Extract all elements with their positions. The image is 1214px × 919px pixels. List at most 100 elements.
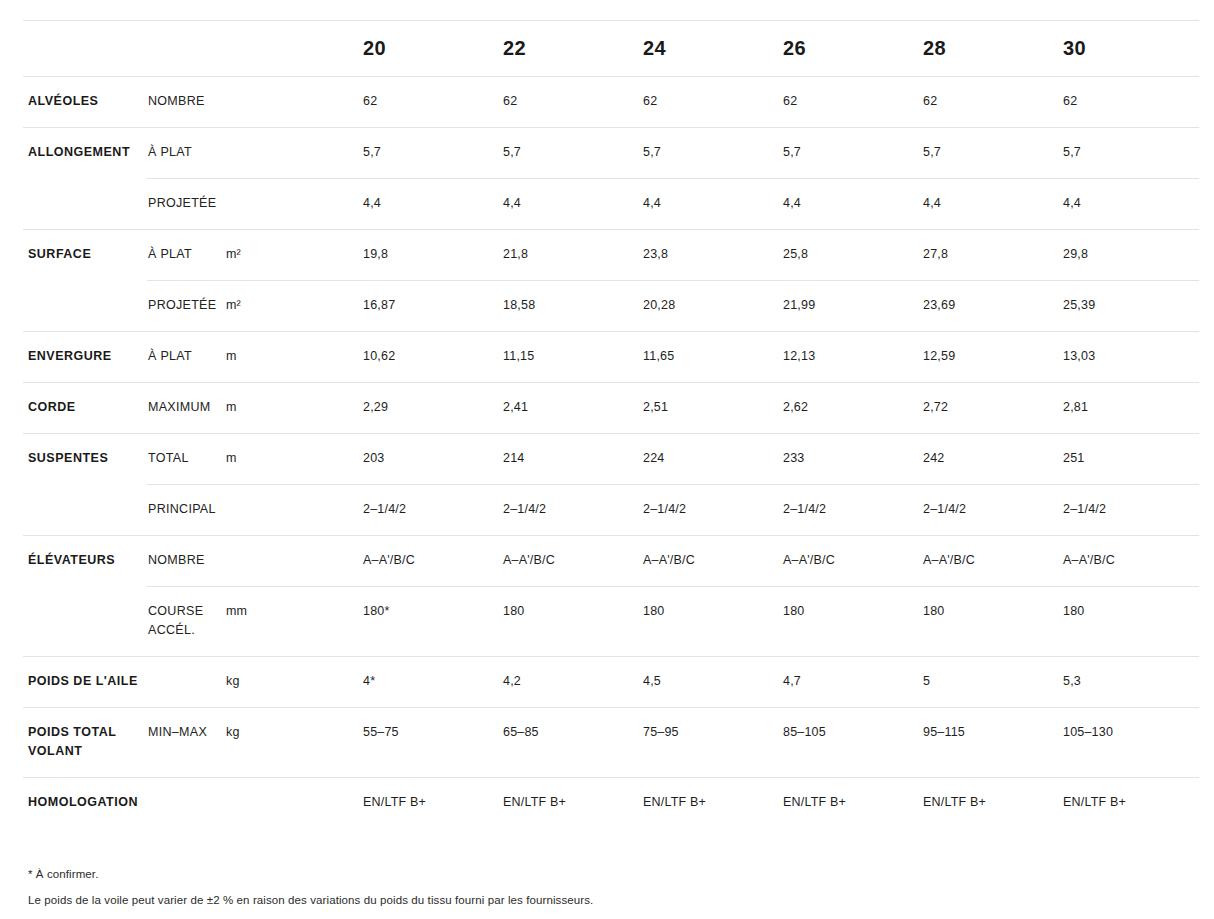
spec-sub-label: À PLAT <box>148 143 226 162</box>
spec-value: 180 <box>783 602 923 621</box>
spec-group-label: SURFACE <box>28 245 148 264</box>
spec-value: 2–1/4/2 <box>503 500 643 519</box>
spec-value: 11,15 <box>503 347 643 366</box>
spec-value: 21,99 <box>783 296 923 315</box>
spec-value: 5,7 <box>923 143 1063 162</box>
spec-value: 4,4 <box>923 194 1063 213</box>
spec-value: A–A'/B/C <box>1063 551 1198 570</box>
spec-unit: kg <box>226 672 363 691</box>
table-row: SUSPENTES TOTAL m 203 214 224 233 242 25… <box>23 433 1199 484</box>
spec-value: EN/LTF B+ <box>503 793 643 812</box>
footnote-asterisk: * À confirmer. <box>28 867 1199 881</box>
spec-value: EN/LTF B+ <box>923 793 1063 812</box>
spec-sub-label: À PLAT <box>148 347 226 366</box>
spec-value: 2,29 <box>363 398 503 417</box>
spec-value: 23,69 <box>923 296 1063 315</box>
table-row: COURSE ACCÉL. mm 180* 180 180 180 180 18… <box>23 586 1199 656</box>
spec-value: 4,5 <box>643 672 783 691</box>
spec-value: 62 <box>363 92 503 111</box>
spec-unit: m <box>226 398 363 417</box>
spec-value: 4,4 <box>503 194 643 213</box>
spec-unit: m <box>226 449 363 468</box>
spec-value: 85–105 <box>783 723 923 742</box>
table-row: ALLONGEMENT À PLAT 5,7 5,7 5,7 5,7 5,7 5… <box>23 127 1199 178</box>
spec-value: 180 <box>923 602 1063 621</box>
table-row: SURFACE À PLAT m² 19,8 21,8 23,8 25,8 27… <box>23 229 1199 280</box>
spec-value: 105–130 <box>1063 723 1198 742</box>
size-header: 22 <box>503 34 643 62</box>
size-header-row: 20 22 24 26 28 30 <box>23 20 1199 76</box>
spec-value: 2,51 <box>643 398 783 417</box>
spec-value: 2–1/4/2 <box>643 500 783 519</box>
spec-value: 19,8 <box>363 245 503 264</box>
spec-value: 180 <box>503 602 643 621</box>
spec-value: A–A'/B/C <box>643 551 783 570</box>
spec-value: 2,41 <box>503 398 643 417</box>
spec-value: 62 <box>643 92 783 111</box>
spec-value: 27,8 <box>923 245 1063 264</box>
spec-value: 21,8 <box>503 245 643 264</box>
spec-group-label: HOMOLOGATION <box>28 793 148 812</box>
table-row: CORDE MAXIMUM m 2,29 2,41 2,51 2,62 2,72… <box>23 382 1199 433</box>
spec-value: 2,62 <box>783 398 923 417</box>
spec-value: 20,28 <box>643 296 783 315</box>
spec-group-label: ALVÉOLES <box>28 92 148 111</box>
spec-value: 18,58 <box>503 296 643 315</box>
table-row: PROJETÉE m² 16,87 18,58 20,28 21,99 23,6… <box>23 280 1199 331</box>
spec-value: 23,8 <box>643 245 783 264</box>
spec-value: 2,81 <box>1063 398 1198 417</box>
spec-sub-label: COURSE ACCÉL. <box>148 602 226 640</box>
spec-value: 16,87 <box>363 296 503 315</box>
spec-value: 62 <box>1063 92 1198 111</box>
spec-unit: m² <box>226 245 363 264</box>
size-header: 20 <box>363 34 503 62</box>
size-header: 28 <box>923 34 1063 62</box>
spec-value: 2–1/4/2 <box>923 500 1063 519</box>
spec-value: 224 <box>643 449 783 468</box>
spec-sub-label: PROJETÉE <box>148 296 226 315</box>
spec-group-label: SUSPENTES <box>28 449 148 468</box>
spec-value: 62 <box>783 92 923 111</box>
spec-value: 5,7 <box>503 143 643 162</box>
spec-value: 4,4 <box>783 194 923 213</box>
spec-group-label: ÉLÉVATEURS <box>28 551 148 570</box>
spec-value: 242 <box>923 449 1063 468</box>
spec-value: 4* <box>363 672 503 691</box>
spec-value: 2–1/4/2 <box>1063 500 1198 519</box>
spec-sub-label: MIN–MAX <box>148 723 226 742</box>
spec-value: 214 <box>503 449 643 468</box>
size-header: 24 <box>643 34 783 62</box>
spec-sub-label: NOMBRE <box>148 551 226 570</box>
table-row: ALVÉOLES NOMBRE 62 62 62 62 62 62 <box>23 76 1199 127</box>
spec-value: A–A'/B/C <box>783 551 923 570</box>
spec-table: 20 22 24 26 28 30 ALVÉOLES NOMBRE 62 62 … <box>23 20 1199 828</box>
spec-value: 95–115 <box>923 723 1063 742</box>
spec-sub-label: À PLAT <box>148 245 226 264</box>
spec-value: 10,62 <box>363 347 503 366</box>
spec-value: 233 <box>783 449 923 468</box>
spec-sub-label: TOTAL <box>148 449 226 468</box>
spec-value: 5 <box>923 672 1063 691</box>
table-row: PROJETÉE 4,4 4,4 4,4 4,4 4,4 4,4 <box>23 178 1199 229</box>
spec-group-label: CORDE <box>28 398 148 417</box>
spec-value: 29,8 <box>1063 245 1198 264</box>
spec-value: 5,7 <box>783 143 923 162</box>
spec-value: 5,7 <box>1063 143 1198 162</box>
table-row: ÉLÉVATEURS NOMBRE A–A'/B/C A–A'/B/C A–A'… <box>23 535 1199 586</box>
spec-value: EN/LTF B+ <box>783 793 923 812</box>
spec-sub-label: PRINCIPAL <box>148 500 226 519</box>
spec-value: 4,4 <box>363 194 503 213</box>
spec-value: 4,2 <box>503 672 643 691</box>
spec-value: 25,8 <box>783 245 923 264</box>
spec-value: 11,65 <box>643 347 783 366</box>
footnote-weight-variation: Le poids de la voile peut varier de ±2 %… <box>28 893 1199 907</box>
spec-sub-label: NOMBRE <box>148 92 226 111</box>
spec-value: 12,59 <box>923 347 1063 366</box>
spec-value: A–A'/B/C <box>923 551 1063 570</box>
table-row: HOMOLOGATION EN/LTF B+ EN/LTF B+ EN/LTF … <box>23 777 1199 828</box>
spec-value: 62 <box>503 92 643 111</box>
spec-value: 180 <box>1063 602 1198 621</box>
size-header: 26 <box>783 34 923 62</box>
spec-group-label: POIDS DE L'AILE <box>28 672 148 691</box>
spec-sub-label: MAXIMUM <box>148 398 226 417</box>
